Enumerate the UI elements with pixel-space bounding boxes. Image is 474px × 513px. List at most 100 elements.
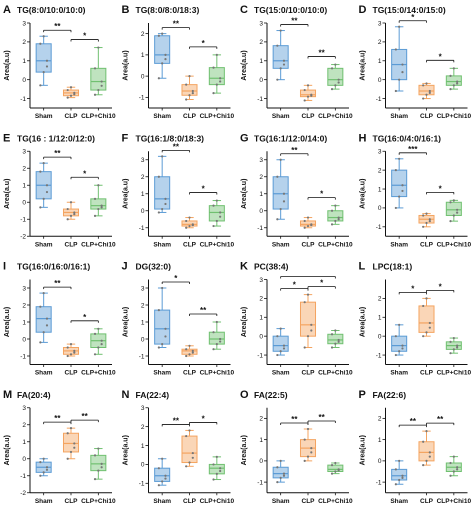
x-tick-label: Sham [35, 370, 53, 377]
data-point [188, 353, 191, 356]
x-tick-label: CLP+Chi10 [81, 498, 116, 505]
data-point [93, 353, 97, 356]
data-point [310, 224, 313, 227]
data-point [425, 93, 428, 96]
data-point [42, 35, 45, 38]
box-iqr [272, 466, 289, 479]
significance-label: ** [173, 142, 180, 151]
data-point [93, 478, 97, 481]
box-clp-chi10 [90, 184, 107, 217]
data-point [456, 344, 459, 347]
data-point [401, 347, 404, 350]
data-point [42, 162, 45, 165]
significance-label: *** [408, 145, 418, 154]
data-point [334, 84, 337, 87]
data-point [456, 468, 459, 471]
data-point [428, 451, 431, 454]
data-point [422, 440, 425, 443]
data-point [42, 331, 45, 334]
data-point [279, 158, 282, 161]
data-point [276, 175, 279, 178]
data-point [425, 221, 428, 225]
y-tick-label: 0 [378, 205, 382, 212]
box-clp-chi10 [327, 204, 344, 226]
box-clp-chi10 [90, 327, 107, 356]
data-point [310, 329, 313, 332]
y-tick-label: -1 [139, 225, 145, 232]
box-sham [35, 162, 52, 209]
data-point [279, 29, 282, 32]
box-iqr [272, 176, 289, 210]
y-tick-label: 2 [378, 296, 382, 303]
y-tick-label: -1 [139, 353, 145, 360]
box-sham [35, 35, 52, 87]
x-tick-label: CLP [302, 370, 316, 377]
data-point [449, 340, 452, 343]
y-tick-label: 1 [259, 58, 263, 65]
data-point [334, 63, 337, 66]
box-iqr [272, 335, 289, 352]
panel-title: PC(38:4) [254, 262, 289, 272]
data-point [157, 211, 160, 214]
y-tick-label: 2 [22, 166, 26, 173]
data-point [161, 343, 164, 346]
data-point [97, 469, 100, 472]
data-point [185, 219, 188, 223]
data-point [45, 190, 49, 194]
box-clp-chi10 [90, 447, 107, 481]
data-point [39, 170, 42, 173]
x-tick-label: Sham [153, 241, 171, 248]
data-point [39, 305, 42, 308]
significance-label: * [439, 52, 443, 61]
data-point [45, 65, 49, 68]
data-point [188, 75, 191, 78]
data-point [185, 226, 188, 229]
data-point [157, 77, 160, 80]
panel-label: A [3, 4, 11, 16]
data-point [306, 224, 310, 228]
box-clp [181, 344, 198, 358]
data-point [100, 462, 103, 465]
data-point [279, 459, 282, 462]
x-tick-label: CLP+Chi10 [81, 241, 116, 248]
data-point [452, 84, 455, 87]
y-tick-label: 1 [259, 191, 263, 198]
x-tick-label: CLP [420, 113, 434, 120]
significance-label: ** [319, 49, 326, 58]
data-point [452, 470, 455, 473]
data-point [97, 327, 100, 330]
data-point [164, 327, 167, 330]
data-point [164, 53, 167, 56]
data-point [219, 215, 222, 218]
data-point [449, 474, 452, 477]
panel-title: LPC(18:1) [373, 262, 413, 272]
data-point [276, 218, 279, 221]
data-point [212, 331, 215, 334]
x-tick-label: Sham [390, 370, 408, 377]
data-point [185, 98, 188, 101]
y-tick-label: 3 [259, 277, 263, 284]
data-point [306, 293, 310, 296]
data-point [422, 304, 425, 308]
data-point [93, 197, 97, 200]
box-sham [154, 32, 171, 80]
data-point [306, 427, 310, 431]
data-point [69, 214, 73, 217]
panel-label: O [240, 389, 249, 401]
significance-label: * [202, 414, 206, 423]
x-tick-label: CLP+Chi10 [437, 498, 472, 505]
x-tick-label: CLP+Chi10 [200, 498, 235, 505]
data-point [161, 207, 164, 211]
panel-title: TG(16 : 1/12:0/12:0) [17, 133, 95, 143]
data-point [73, 351, 76, 354]
box-clp-chi10 [445, 199, 462, 223]
significance-label: ** [54, 149, 61, 158]
data-point [157, 309, 160, 312]
x-tick-label: CLP [302, 113, 316, 120]
panel-title: TG(8:0/10:0/10:0) [17, 5, 86, 15]
box-clp-chi10 [327, 329, 344, 349]
x-tick-label: CLP+Chi10 [318, 113, 353, 120]
x-tick-label: CLP+Chi10 [437, 241, 472, 248]
data-point [97, 346, 100, 349]
significance-label: * [174, 274, 178, 283]
